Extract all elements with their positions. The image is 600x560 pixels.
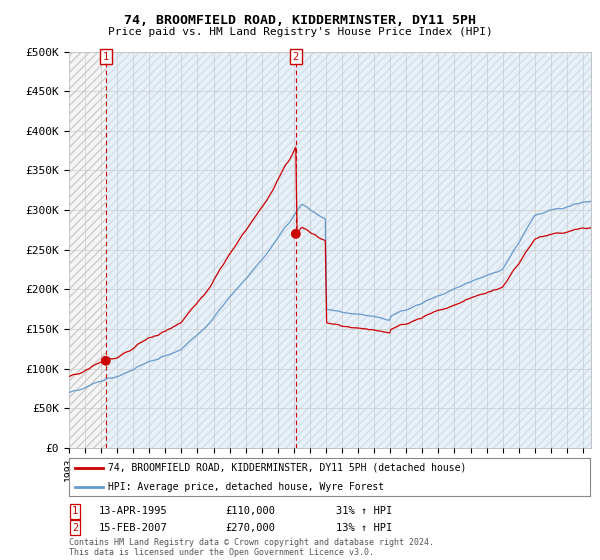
Text: 31% ↑ HPI: 31% ↑ HPI <box>336 506 392 516</box>
Text: HPI: Average price, detached house, Wyre Forest: HPI: Average price, detached house, Wyre… <box>108 482 384 492</box>
Text: 1: 1 <box>103 52 109 62</box>
Point <box>291 230 301 239</box>
Text: 13-APR-1995: 13-APR-1995 <box>99 506 168 516</box>
Text: 2: 2 <box>72 522 78 533</box>
Text: 2: 2 <box>293 52 299 62</box>
Point <box>101 356 110 365</box>
Text: 1: 1 <box>72 506 78 516</box>
Text: 74, BROOMFIELD ROAD, KIDDERMINSTER, DY11 5PH: 74, BROOMFIELD ROAD, KIDDERMINSTER, DY11… <box>124 14 476 27</box>
Text: £270,000: £270,000 <box>225 522 275 533</box>
Text: 74, BROOMFIELD ROAD, KIDDERMINSTER, DY11 5PH (detached house): 74, BROOMFIELD ROAD, KIDDERMINSTER, DY11… <box>108 463 466 473</box>
Text: £110,000: £110,000 <box>225 506 275 516</box>
Text: 13% ↑ HPI: 13% ↑ HPI <box>336 522 392 533</box>
Text: 15-FEB-2007: 15-FEB-2007 <box>99 522 168 533</box>
Text: Price paid vs. HM Land Registry's House Price Index (HPI): Price paid vs. HM Land Registry's House … <box>107 27 493 37</box>
Text: Contains HM Land Registry data © Crown copyright and database right 2024.
This d: Contains HM Land Registry data © Crown c… <box>69 538 434 557</box>
